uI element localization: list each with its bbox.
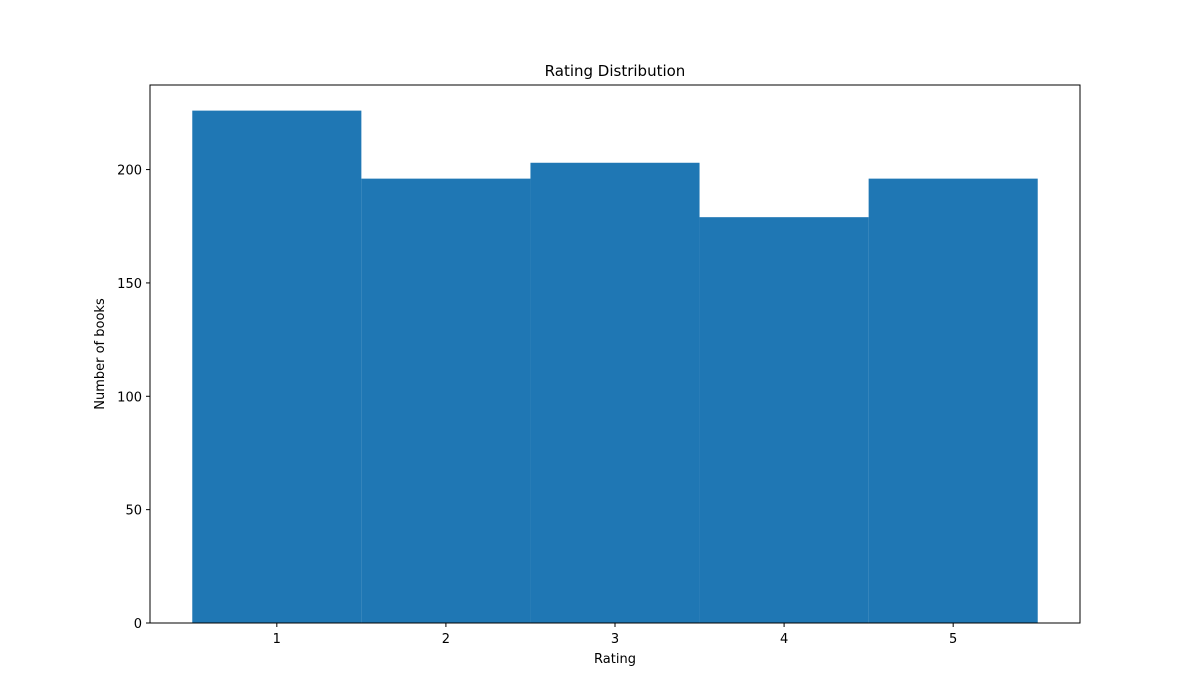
y-tick-label: 50 <box>125 504 142 519</box>
x-axis-title: Rating <box>594 652 636 667</box>
y-tick-label: 200 <box>117 164 142 179</box>
y-tick-label: 0 <box>134 617 142 632</box>
x-tick-label: 5 <box>949 632 957 647</box>
plot-area-frame <box>149 84 1081 624</box>
bar-series <box>192 110 1038 624</box>
bar-rating-3 <box>530 162 700 623</box>
y-tick-label: 150 <box>117 277 142 292</box>
x-tick-label: 1 <box>273 632 281 647</box>
x-axis: 1 2 3 4 5 <box>273 623 957 647</box>
x-tick-label: 4 <box>780 632 788 647</box>
bar-rating-4 <box>699 217 869 623</box>
bar-rating-2 <box>361 178 531 623</box>
y-tick-label: 100 <box>117 390 142 405</box>
x-tick-label: 2 <box>442 632 450 647</box>
x-tick-label: 3 <box>611 632 619 647</box>
y-axis-title: Number of books <box>93 298 108 410</box>
bar-rating-1 <box>192 110 362 624</box>
y-axis: 0 50 100 150 200 <box>117 164 150 632</box>
chart-title: Rating Distribution <box>545 62 686 80</box>
bar-rating-5 <box>868 178 1038 623</box>
